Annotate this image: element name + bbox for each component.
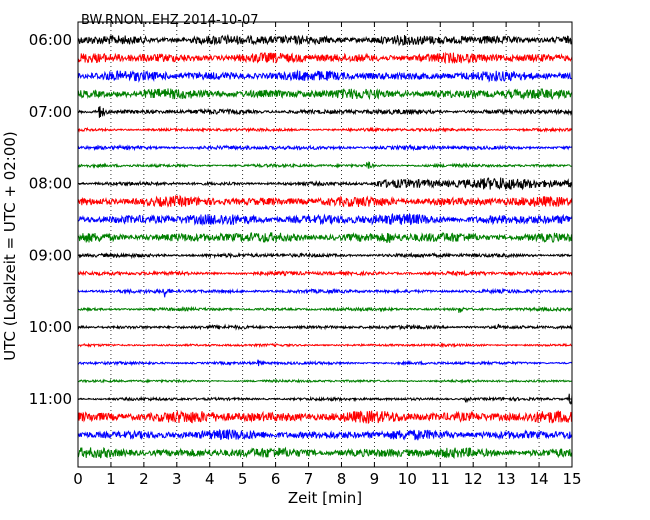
x-tick-label: 15 <box>562 470 581 488</box>
y-axis-label: UTC (Lokalzeit = UTC + 02:00) <box>1 131 19 361</box>
trace-line <box>77 69 573 83</box>
x-tick-label: 0 <box>73 470 83 488</box>
trace-line <box>77 323 573 331</box>
x-tick-label: 7 <box>304 470 314 488</box>
trace-line <box>77 378 573 384</box>
y-tick-label: 09:00 <box>29 246 72 264</box>
trace-line <box>77 33 573 47</box>
x-tick-label: 3 <box>172 470 182 488</box>
y-tick-label: 08:00 <box>29 175 72 193</box>
y-tick-label: 10:00 <box>29 318 72 336</box>
trace-line <box>77 231 573 244</box>
trace-line <box>77 212 573 226</box>
trace-line <box>77 161 573 170</box>
x-tick-label: 12 <box>464 470 483 488</box>
x-tick-label: 10 <box>398 470 417 488</box>
y-tick-label: 11:00 <box>29 390 72 408</box>
trace-line <box>77 88 573 101</box>
x-tick-label: 5 <box>238 470 248 488</box>
x-axis-ticks: 0 1 2 3 4 5 6 7 8 9 10 11 12 13 14 15 <box>73 22 582 488</box>
y-tick-label: 06:00 <box>29 31 72 49</box>
chart-title: BW.RNON..EHZ 2014-10-07 <box>81 13 259 28</box>
trace-line <box>77 126 573 133</box>
x-tick-label: 14 <box>530 470 549 488</box>
x-tick-label: 11 <box>431 470 450 488</box>
seismic-traces <box>77 33 573 460</box>
x-tick-label: 8 <box>337 470 347 488</box>
trace-line <box>77 177 573 191</box>
trace-line <box>77 143 573 152</box>
y-tick-label: 07:00 <box>29 103 72 121</box>
trace-line <box>77 251 573 260</box>
x-tick-label: 6 <box>271 470 281 488</box>
x-tick-label: 4 <box>205 470 215 488</box>
x-tick-label: 13 <box>497 470 516 488</box>
trace-line <box>77 305 573 313</box>
x-tick-label: 9 <box>370 470 380 488</box>
trace-line <box>77 393 573 405</box>
trace-line <box>77 446 573 460</box>
y-axis-ticks: 06:00 07:00 08:00 09:00 10:00 11:00 <box>29 31 572 408</box>
trace-line <box>77 51 573 65</box>
trace-line <box>77 359 573 367</box>
trace-line <box>77 342 573 349</box>
trace-line <box>77 269 573 277</box>
x-tick-label: 1 <box>106 470 116 488</box>
trace-line <box>77 287 573 298</box>
trace-line <box>77 409 573 425</box>
plot-frame <box>77 21 573 468</box>
trace-line <box>77 428 573 441</box>
grid-lines <box>110 22 540 467</box>
trace-line <box>77 106 573 118</box>
trace-line <box>77 194 573 208</box>
x-tick-label: 2 <box>139 470 149 488</box>
x-axis-label: Zeit [min] <box>288 489 362 507</box>
